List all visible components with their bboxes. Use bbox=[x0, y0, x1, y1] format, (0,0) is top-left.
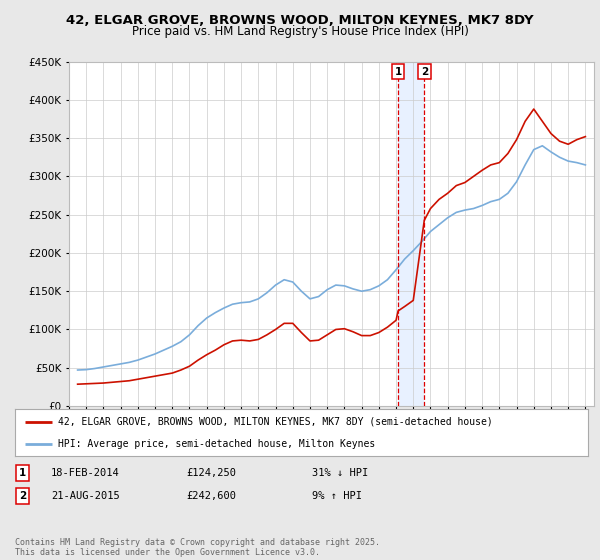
Text: HPI: Average price, semi-detached house, Milton Keynes: HPI: Average price, semi-detached house,… bbox=[58, 438, 375, 449]
Text: 9% ↑ HPI: 9% ↑ HPI bbox=[312, 491, 362, 501]
Text: 31% ↓ HPI: 31% ↓ HPI bbox=[312, 468, 368, 478]
Text: 1: 1 bbox=[394, 67, 402, 77]
Text: 42, ELGAR GROVE, BROWNS WOOD, MILTON KEYNES, MK7 8DY (semi-detached house): 42, ELGAR GROVE, BROWNS WOOD, MILTON KEY… bbox=[58, 417, 493, 427]
Bar bbox=[398, 62, 424, 406]
Text: £124,250: £124,250 bbox=[186, 468, 236, 478]
Text: 18-FEB-2014: 18-FEB-2014 bbox=[51, 468, 120, 478]
Text: 2: 2 bbox=[421, 67, 428, 77]
Text: Price paid vs. HM Land Registry's House Price Index (HPI): Price paid vs. HM Land Registry's House … bbox=[131, 25, 469, 38]
Text: £242,600: £242,600 bbox=[186, 491, 236, 501]
Text: 42, ELGAR GROVE, BROWNS WOOD, MILTON KEYNES, MK7 8DY: 42, ELGAR GROVE, BROWNS WOOD, MILTON KEY… bbox=[66, 14, 534, 27]
Text: 2: 2 bbox=[19, 491, 26, 501]
Text: Contains HM Land Registry data © Crown copyright and database right 2025.
This d: Contains HM Land Registry data © Crown c… bbox=[15, 538, 380, 557]
Text: 1: 1 bbox=[19, 468, 26, 478]
Text: 21-AUG-2015: 21-AUG-2015 bbox=[51, 491, 120, 501]
